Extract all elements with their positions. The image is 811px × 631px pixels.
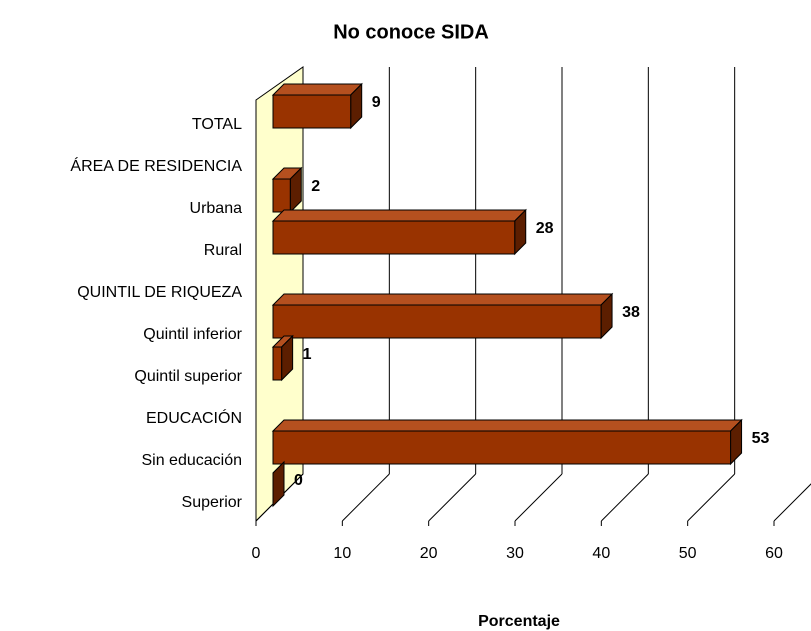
x-tick-label: 30 — [506, 545, 524, 562]
bar — [272, 430, 732, 465]
grid-line — [514, 473, 563, 522]
grid-line — [773, 483, 811, 522]
x-tick-label: 20 — [420, 545, 438, 562]
value-label: 1 — [303, 346, 312, 363]
y-tick-label: QUINTIL DE RIQUEZA — [77, 284, 242, 301]
bar — [272, 178, 291, 213]
value-label: 38 — [622, 304, 640, 321]
bar-top — [271, 209, 527, 222]
x-tick-label: 40 — [592, 545, 610, 562]
bar-top — [271, 83, 363, 96]
bar — [272, 94, 352, 129]
y-tick-label: Urbana — [190, 200, 243, 217]
bar — [272, 346, 283, 381]
x-tick-label: 0 — [252, 545, 261, 562]
y-tick-label: TOTAL — [192, 116, 242, 133]
grid-line — [600, 473, 649, 522]
value-label: 28 — [536, 220, 554, 237]
bar — [272, 220, 516, 255]
y-tick-label: Sin educación — [141, 452, 242, 469]
y-tick-label: Quintil superior — [134, 368, 242, 385]
grid-line — [341, 473, 390, 522]
value-label: 2 — [311, 178, 320, 195]
y-tick-label: EDUCACIÓN — [146, 408, 242, 427]
value-label: 0 — [294, 472, 303, 489]
bar-top — [271, 293, 614, 306]
x-tick-label: 60 — [765, 545, 783, 562]
y-tick-label: ÁREA DE RESIDENCIA — [70, 156, 242, 175]
x-tick-label: 50 — [679, 545, 697, 562]
chart-title: No conoce SIDA — [333, 21, 489, 43]
bar-side — [272, 460, 285, 508]
y-tick-label: Rural — [204, 242, 242, 259]
grid-line — [428, 473, 477, 522]
grid-line — [687, 473, 736, 522]
y-tick-label: Quintil inferior — [143, 326, 242, 343]
x-axis-title: Porcentaje — [478, 613, 560, 630]
x-tick-label: 10 — [333, 545, 351, 562]
value-label: 9 — [372, 94, 381, 111]
bar-top — [271, 419, 743, 432]
y-tick-label: Superior — [182, 494, 243, 511]
bar — [272, 304, 602, 339]
value-label: 53 — [752, 430, 770, 447]
